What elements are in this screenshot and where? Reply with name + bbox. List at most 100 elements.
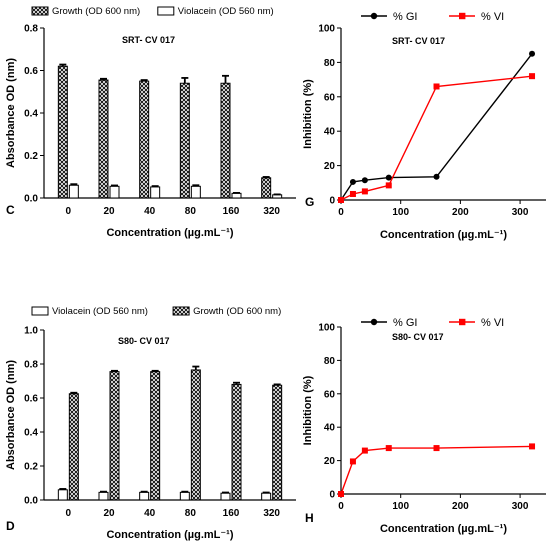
chart-d-bar bbox=[98, 491, 109, 501]
chart-d-y-tick-label: 0.0 bbox=[24, 496, 38, 507]
chart-g-data-point bbox=[361, 188, 368, 195]
chart-h-x-tick-label: 0 bbox=[338, 501, 344, 512]
chart-g-data-point bbox=[529, 73, 536, 80]
chart-d-bar bbox=[57, 489, 68, 501]
chart-c-legend-label: Violacein (OD 560 nm) bbox=[178, 6, 274, 17]
chart-g-series-line bbox=[340, 53, 533, 201]
chart-c-bar bbox=[179, 82, 190, 199]
chart-c-x-tick-label: 320 bbox=[263, 206, 280, 217]
chart-h-data-point bbox=[338, 491, 344, 497]
chart-c-y-axis-label: Absorbance OD (nm) bbox=[5, 58, 17, 168]
chart-c-bar bbox=[231, 192, 242, 199]
chart-d-y-tick-label: 1.0 bbox=[24, 326, 38, 337]
chart-g-x-tick-label: 0 bbox=[338, 207, 344, 218]
chart-c-bar bbox=[150, 186, 161, 199]
chart-h-data-point bbox=[529, 443, 536, 450]
chart-c-bar bbox=[272, 194, 283, 199]
chart-d-bar bbox=[220, 492, 231, 501]
chart-d-x-tick-label: 320 bbox=[263, 508, 280, 519]
chart-d-bar bbox=[109, 371, 120, 501]
chart-g-x-tick-label: 100 bbox=[392, 207, 409, 218]
chart-h-legend-label: % GI bbox=[393, 317, 417, 329]
chart-c-legend-swatch bbox=[157, 6, 175, 16]
chart-c-x-tick-label: 80 bbox=[185, 206, 197, 217]
chart-g-x-axis-label: Concentration (µg.mL⁻¹) bbox=[380, 229, 507, 241]
chart-d-bar bbox=[179, 491, 190, 501]
chart-h-panel-letter: H bbox=[305, 511, 314, 525]
chart-d-bar bbox=[231, 383, 242, 501]
chart-g-panel-letter: G bbox=[305, 195, 314, 209]
chart-d-x-tick-label: 80 bbox=[185, 508, 197, 519]
chart-d-bar bbox=[272, 384, 283, 501]
chart-c-x-tick-label: 160 bbox=[223, 206, 240, 217]
chart-g-data-point bbox=[433, 83, 440, 90]
chart-d-legend-swatch bbox=[172, 306, 190, 316]
chart-d-bar bbox=[190, 369, 201, 501]
chart-h-legend-label: % VI bbox=[481, 317, 504, 329]
chart-c-bar bbox=[139, 80, 150, 199]
chart-h-data-point bbox=[349, 458, 356, 465]
chart-d-x-tick-label: 20 bbox=[103, 508, 115, 519]
chart-d-panel-letter: D bbox=[6, 519, 15, 533]
chart-c-x-tick-label: 20 bbox=[103, 206, 115, 217]
chart-d-bar bbox=[139, 491, 150, 501]
chart-g-data-point bbox=[529, 50, 536, 57]
chart-g-legend-label: % VI bbox=[481, 11, 504, 23]
chart-c-y-tick-label: 0.4 bbox=[24, 109, 38, 120]
chart-g-data-point bbox=[385, 182, 392, 189]
chart-h-data-point bbox=[361, 447, 368, 454]
chart-c-legend-swatch bbox=[31, 6, 49, 16]
chart-c-y-tick-label: 0.6 bbox=[24, 66, 38, 77]
chart-h-x-tick-label: 100 bbox=[392, 501, 409, 512]
chart-c-bar bbox=[190, 185, 201, 199]
chart-h-y-tick-label: 100 bbox=[318, 323, 335, 334]
chart-c-bar bbox=[57, 65, 68, 199]
chart-h-y-tick-label: 60 bbox=[324, 389, 336, 400]
chart-g-y-tick-label: 0 bbox=[329, 196, 335, 207]
chart-d-x-axis-label: Concentration (µg.mL⁻¹) bbox=[106, 529, 233, 541]
chart-d-y-tick-label: 0.8 bbox=[24, 360, 38, 371]
chart-g-series-line bbox=[340, 75, 533, 201]
chart-c-bar bbox=[261, 177, 272, 199]
chart-g-data-point bbox=[361, 177, 368, 184]
chart-h-x-tick-label: 200 bbox=[452, 501, 469, 512]
chart-g-data-point bbox=[385, 174, 392, 181]
chart-c-legend-label: Growth (OD 600 nm) bbox=[52, 6, 140, 17]
chart-g-x-tick-label: 200 bbox=[452, 207, 469, 218]
chart-c-x-tick-label: 40 bbox=[144, 206, 156, 217]
chart-g-y-tick-label: 60 bbox=[324, 92, 336, 103]
chart-g-data-point bbox=[349, 190, 356, 197]
chart-c-y-tick-label: 0.0 bbox=[24, 194, 38, 205]
chart-h-x-axis-label: Concentration (µg.mL⁻¹) bbox=[380, 523, 507, 535]
chart-d-title: S80- CV 017 bbox=[118, 336, 170, 346]
chart-g-legend-label: % GI bbox=[393, 11, 417, 23]
chart-g-y-tick-label: 80 bbox=[324, 58, 336, 69]
chart-h-y-tick-label: 20 bbox=[324, 456, 336, 467]
chart-g-y-tick-label: 40 bbox=[324, 127, 336, 138]
chart-d-x-tick-label: 160 bbox=[223, 508, 240, 519]
chart-c-x-tick-label: 0 bbox=[66, 206, 72, 217]
chart-d-x-tick-label: 40 bbox=[144, 508, 156, 519]
chart-h-data-point bbox=[433, 445, 440, 452]
chart-d-legend-swatch bbox=[31, 306, 49, 316]
chart-d-legend-label: Violacein (OD 560 nm) bbox=[52, 306, 148, 317]
chart-d-bar bbox=[150, 371, 161, 501]
chart-c-x-axis-label: Concentration (µg.mL⁻¹) bbox=[106, 227, 233, 239]
chart-c-y-tick-label: 0.8 bbox=[24, 24, 38, 35]
chart-g-y-tick-label: 20 bbox=[324, 161, 336, 172]
chart-c-title: SRT- CV 017 bbox=[122, 35, 175, 45]
chart-c-bar bbox=[98, 79, 109, 199]
chart-g-y-tick-label: 100 bbox=[318, 24, 335, 35]
chart-d-y-tick-label: 0.6 bbox=[24, 394, 38, 405]
chart-h-y-tick-label: 80 bbox=[324, 356, 336, 367]
chart-h-y-tick-label: 0 bbox=[329, 490, 335, 501]
chart-h-y-axis-label: Inhibition (%) bbox=[302, 375, 314, 445]
chart-g-data-point bbox=[349, 178, 356, 185]
chart-c-panel-letter: C bbox=[6, 203, 15, 217]
chart-h-legend-marker bbox=[459, 318, 466, 326]
chart-d-bar bbox=[261, 492, 272, 501]
chart-d-bar bbox=[68, 393, 79, 501]
chart-h-y-tick-label: 40 bbox=[324, 423, 336, 434]
chart-g-x-tick-label: 300 bbox=[512, 207, 529, 218]
